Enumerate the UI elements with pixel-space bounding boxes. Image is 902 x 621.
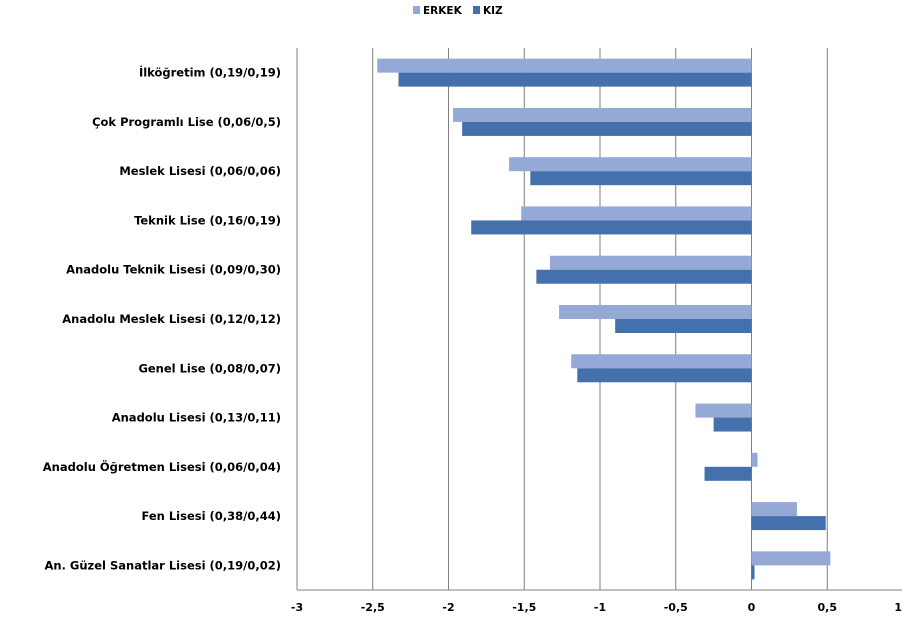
bar-erkek (521, 206, 752, 221)
category-label: Çok Programlı Lise (0,06/0,5) (92, 115, 281, 129)
bar-erkek (550, 255, 752, 270)
category-label: İlköğretim (0,19/0,19) (139, 65, 281, 80)
bar-kiz (536, 269, 752, 284)
category-label: Anadolu Öğretmen Lisesi (0,06/0,04) (43, 459, 281, 474)
x-tick-label: 1 (894, 601, 902, 614)
bar-kiz (615, 319, 752, 333)
bar-erkek (751, 551, 831, 566)
x-tick-label: -0,5 (664, 601, 688, 614)
x-tick-label: -2 (442, 601, 454, 614)
bar-erkek (559, 305, 752, 319)
category-label: Meslek Lisesi (0,06/0,06) (119, 164, 281, 178)
bar-erkek (751, 452, 758, 467)
category-label: Anadolu Teknik Lisesi (0,09/0,30) (66, 263, 281, 277)
bar-erkek (509, 157, 752, 172)
bar-kiz (751, 565, 755, 580)
category-label: Fen Lisesi (0,38/0,44) (141, 509, 281, 523)
bar-kiz (530, 171, 752, 186)
x-tick-label: -1 (594, 601, 606, 614)
bar-erkek (377, 58, 752, 73)
bar-erkek (751, 502, 797, 517)
bar-kiz (398, 72, 752, 87)
x-tick-label: 0,5 (818, 601, 838, 614)
bar-kiz (577, 368, 752, 383)
bar-kiz (462, 121, 752, 136)
x-tick-label: -3 (291, 601, 303, 614)
x-tick-labels: -3 -2,5 -2 -1,5 -1 -0,5 0 0,5 1 (291, 601, 902, 614)
legend-swatch-erkek (413, 6, 420, 14)
legend[interactable]: ERKEK KIZ (413, 5, 503, 17)
category-label: Anadolu Meslek Lisesi (0,12/0,12) (62, 312, 281, 326)
bar-kiz (751, 516, 826, 531)
category-label: An. Güzel Sanatlar Lisesi (0,19/0,02) (44, 558, 281, 572)
category-label: Teknik Lise (0,16/0,19) (134, 213, 281, 227)
category-labels: İlköğretim (0,19/0,19) Çok Programlı Lise… (43, 65, 281, 573)
x-tick-label: -1,5 (512, 601, 536, 614)
category-label: Anadolu Lisesi (0,13/0,11) (112, 411, 281, 425)
bar-erkek (695, 403, 752, 418)
category-label: Genel Lise (0,08/0,07) (138, 361, 281, 375)
legend-label-erkek: ERKEK (423, 5, 463, 17)
bar-kiz (471, 220, 752, 235)
axes (296, 48, 902, 591)
bar-kiz (704, 466, 752, 481)
x-tick-label: 0 (748, 601, 756, 614)
bar-erkek (571, 354, 752, 369)
legend-swatch-kiz (473, 6, 480, 14)
bar-erkek (453, 107, 752, 122)
bars (377, 58, 831, 580)
bar-kiz (713, 417, 752, 432)
x-tick-label: -2,5 (361, 601, 385, 614)
legend-label-kiz: KIZ (483, 5, 503, 17)
